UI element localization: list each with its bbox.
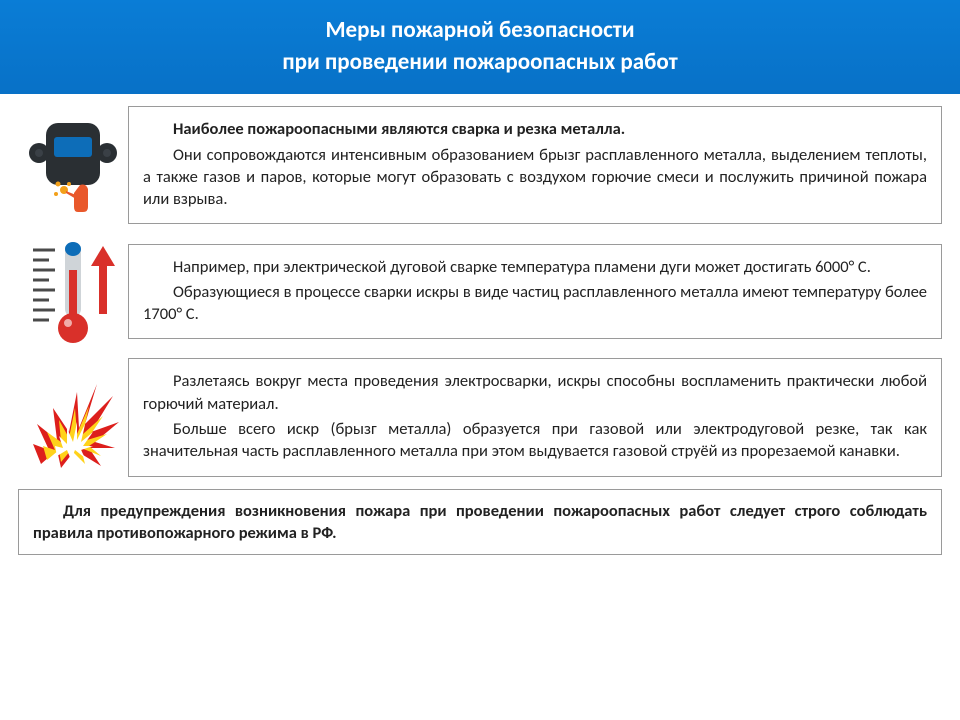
section-text-box: Разлетаясь вокруг места проведения элект…	[128, 358, 942, 476]
page-header: Меры пожарной безопасности при проведени…	[0, 0, 960, 94]
header-line-1: Меры пожарной безопасности	[10, 14, 950, 46]
spark-icon	[18, 362, 128, 472]
section-text-box: Например, при электрической дуговой свар…	[128, 244, 942, 340]
footer-box: Для предупреждения возникновения пожара …	[18, 489, 942, 556]
paragraph: Они сопровождаются интенсивным образован…	[143, 144, 927, 211]
content-area: Наиболее пожароопасными являются сварка …	[0, 94, 960, 476]
section-row: Например, при электрической дуговой свар…	[18, 236, 942, 346]
section-row: Наиболее пожароопасными являются сварка …	[18, 106, 942, 224]
section-text-box: Наиболее пожароопасными являются сварка …	[128, 106, 942, 224]
paragraph: Разлетаясь вокруг места проведения элект…	[143, 370, 927, 415]
paragraph: Больше всего искр (брызг металла) образу…	[143, 418, 927, 463]
paragraph: Образующиеся в процессе сварки искры в в…	[143, 281, 927, 326]
paragraph: Наиболее пожароопасными являются сварка …	[143, 118, 927, 140]
footer-text: Для предупреждения возникновения пожара …	[33, 501, 927, 543]
paragraph: Например, при электрической дуговой свар…	[143, 256, 927, 278]
welding-mask-icon	[18, 115, 128, 215]
header-line-2: при проведении пожароопасных работ	[10, 46, 950, 78]
thermometer-icon	[18, 236, 128, 346]
section-row: Разлетаясь вокруг места проведения элект…	[18, 358, 942, 476]
